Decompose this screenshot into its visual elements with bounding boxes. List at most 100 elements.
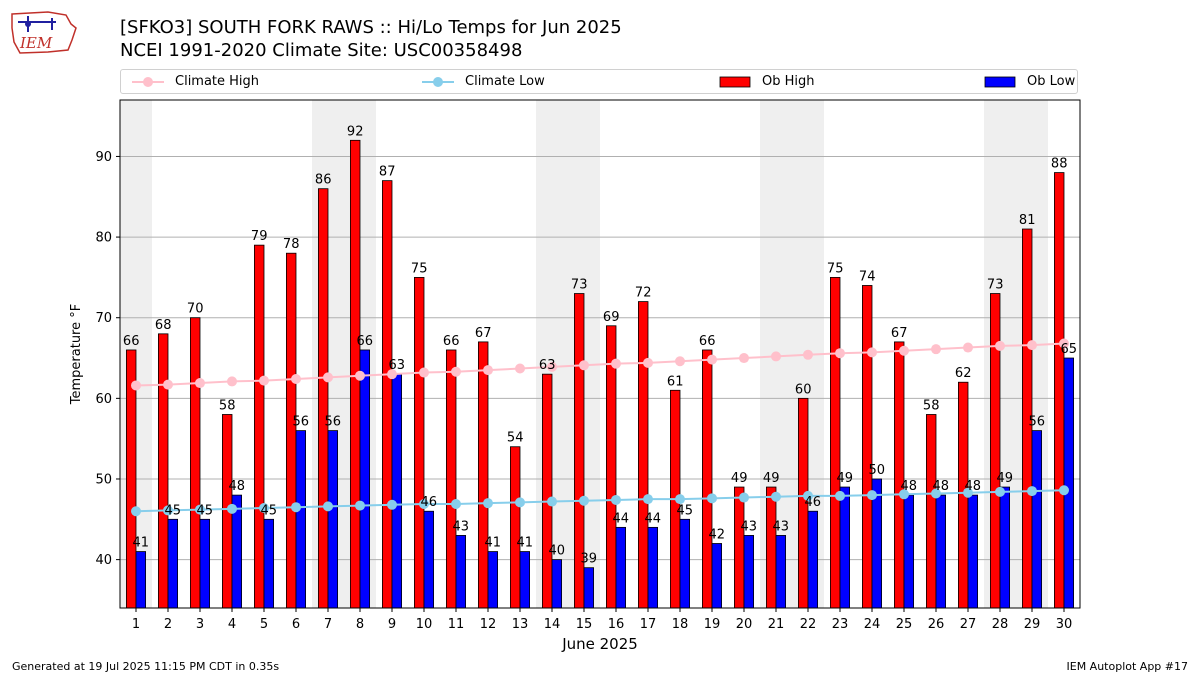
climate-low-point [323, 501, 333, 512]
ob-high-bar [157, 333, 169, 609]
ob-high-label: 73 [987, 278, 1004, 293]
ob-high-bar [253, 244, 265, 609]
ob-low-label: 48 [229, 479, 246, 494]
climate-high-point [355, 370, 365, 381]
ob-low-bar [679, 518, 691, 609]
ob-low-bar [1031, 430, 1043, 609]
climate-high-point [707, 354, 717, 365]
chart-subtitle: NCEI 1991-2020 Climate Site: USC00358498 [120, 40, 523, 61]
ob-high-bar [990, 293, 1001, 609]
ob-low-bar [263, 518, 275, 609]
ob-high-label: 66 [443, 334, 460, 349]
x-tick-label: 25 [896, 617, 913, 632]
climate-high-point [163, 379, 173, 390]
ob-low-bar [295, 430, 307, 609]
ob-low-bar [647, 526, 659, 609]
ob-high-bar [445, 349, 457, 609]
ob-low-bar [519, 551, 531, 609]
climate-high-point [803, 349, 813, 360]
ob-high-label: 58 [219, 398, 236, 413]
x-tick-label: 22 [800, 617, 817, 632]
y-tick-label: 70 [95, 311, 112, 326]
ob-high-label: 73 [571, 278, 588, 293]
climate-low-point [1059, 485, 1069, 496]
weekend-band [312, 100, 344, 608]
x-tick-label: 24 [864, 617, 881, 632]
ob-high-bar [126, 349, 137, 609]
ob-high-bar [285, 252, 297, 609]
climate-low-point [387, 499, 397, 510]
ob-high-bar [189, 317, 201, 609]
ob-low-label: 45 [197, 503, 214, 518]
ob-high-bar [734, 486, 745, 609]
climate-low-point [419, 498, 429, 509]
ob-low-label: 42 [709, 527, 726, 542]
legend-label-climate-high: Climate High [175, 74, 260, 89]
climate-high-point [739, 353, 749, 364]
y-axis-title: Temperature °F [69, 304, 84, 405]
x-tick-label: 8 [356, 617, 364, 632]
ob-low-label: 41 [133, 536, 150, 551]
climate-low-point [643, 494, 653, 505]
climate-high-point [611, 358, 621, 369]
ob-high-label: 66 [699, 334, 716, 349]
ob-low-bar [583, 567, 595, 609]
ob-low-bar [231, 494, 243, 609]
ob-low-label: 66 [357, 334, 374, 349]
ob-high-bar [798, 397, 809, 609]
climate-high-point [867, 347, 877, 358]
ob-low-label: 46 [421, 495, 438, 510]
ob-high-bar [317, 188, 329, 609]
x-tick-label: 23 [832, 617, 849, 632]
weekend-band [1016, 100, 1048, 608]
ob-high-bar [638, 301, 649, 609]
x-tick-label: 13 [512, 617, 529, 632]
ob-high-label: 72 [635, 286, 652, 301]
climate-high-point [451, 366, 461, 377]
footer-generated-text: Generated at 19 Jul 2025 11:15 PM CDT in… [12, 660, 280, 673]
ob-high-bar [894, 341, 905, 609]
ob-high-bar [509, 446, 521, 609]
legend-swatch-climate-high [132, 77, 164, 87]
ob-high-label: 75 [827, 261, 844, 276]
climate-high-point [131, 380, 141, 391]
x-tick-label: 21 [768, 617, 785, 632]
ob-high-bar [574, 293, 585, 609]
y-tick-label: 60 [95, 392, 112, 407]
ob-low-bar [839, 486, 851, 609]
climate-low-line [135, 489, 1065, 513]
ob-high-bar [766, 486, 777, 609]
ob-low-label: 50 [869, 463, 886, 478]
ob-low-bar [967, 494, 979, 609]
ob-high-bar [606, 325, 617, 609]
climate-low-point [483, 498, 493, 509]
ob-low-label: 56 [293, 415, 310, 430]
ob-low-label: 43 [741, 519, 758, 534]
ob-high-label: 70 [187, 302, 204, 317]
climate-high-point [419, 367, 429, 378]
ob-low-bar [135, 551, 147, 609]
ob-low-label: 49 [997, 471, 1014, 486]
climate-low-point [995, 486, 1005, 497]
ob-high-bar [1054, 172, 1065, 609]
chart-title: [SFKO3] SOUTH FORK RAWS :: Hi/Lo Temps f… [120, 17, 622, 38]
x-tick-label: 14 [544, 617, 561, 632]
climate-low-point [611, 494, 621, 505]
legend-swatch-ob-high [719, 76, 751, 88]
x-tick-label: 6 [292, 617, 300, 632]
ob-high-label: 79 [251, 229, 268, 244]
legend-label-ob-low: Ob Low [1027, 74, 1076, 89]
ob-high-label: 61 [667, 374, 684, 389]
climate-high-point [323, 372, 333, 383]
y-tick-label: 90 [95, 150, 112, 165]
climate-high-point [675, 356, 685, 367]
weekend-band [344, 100, 376, 608]
climate-low-point [771, 491, 781, 502]
climate-high-point [579, 360, 589, 371]
ob-high-bar [381, 180, 393, 609]
climate-high-point [771, 351, 781, 362]
climate-low-point [675, 494, 685, 505]
ob-high-label: 60 [795, 382, 812, 397]
ob-high-label: 63 [539, 358, 556, 373]
legend-swatch-ob-low [984, 76, 1016, 88]
